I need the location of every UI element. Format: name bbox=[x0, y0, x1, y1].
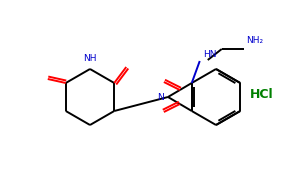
Text: NH: NH bbox=[83, 54, 97, 63]
Text: NH₂: NH₂ bbox=[246, 36, 263, 45]
Text: N: N bbox=[157, 93, 164, 102]
Text: HCl: HCl bbox=[250, 89, 274, 102]
Text: HN: HN bbox=[203, 50, 216, 59]
